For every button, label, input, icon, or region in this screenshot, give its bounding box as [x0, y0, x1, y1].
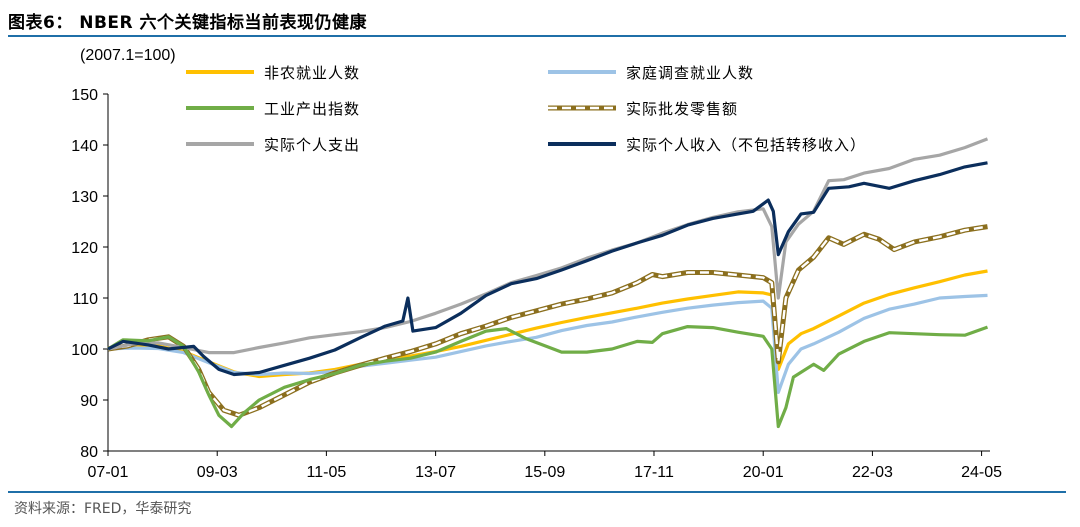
series-line-spending [107, 137, 989, 355]
series-line-nonfarm [107, 269, 988, 379]
y-unit-label: (2007.1=100) [80, 47, 176, 64]
y-tick-label: 120 [71, 240, 98, 257]
y-tick-label: 150 [71, 87, 98, 104]
line-chart: 80 90 100 110 120 130 140 150 07-01 09-03 11-05 13-… [71, 47, 1002, 481]
legend-item-nonfarm: 非农就业人数 [186, 64, 360, 82]
series-line-industrial [107, 325, 989, 429]
legend-item-wholesale: 实际批发零售额 [548, 100, 738, 118]
x-tick-label: 20-01 [743, 464, 784, 481]
x-tick-label: 13-07 [415, 464, 456, 481]
x-tick-label: 22-03 [852, 464, 893, 481]
x-tick-label: 07-01 [88, 464, 129, 481]
axes-layer: 80 90 100 110 120 130 140 150 07-01 09-03 11-05 13-… [71, 87, 1002, 481]
source-note: 资料来源：FRED，华泰研究 [14, 501, 192, 517]
series-layer [107, 137, 989, 429]
series-line-household [107, 293, 988, 394]
legend-item-spending: 实际个人支出 [186, 136, 360, 154]
series-line-wholesale-outline [107, 224, 988, 418]
x-tick-label: 09-03 [197, 464, 238, 481]
x-tick-label: 24-05 [961, 464, 1002, 481]
y-tick-label: 90 [80, 393, 98, 410]
x-tick-label: 11-05 [307, 464, 347, 481]
x-tick-label: 15-09 [524, 464, 565, 481]
series-line-income [107, 161, 988, 377]
legend-item-income: 实际个人收入（不包括转移收入） [548, 136, 866, 154]
legend-label: 工业产出指数 [264, 100, 360, 118]
legend-label: 实际个人支出 [264, 136, 360, 154]
x-tick-label: 17-11 [634, 464, 674, 481]
y-tick-label: 110 [72, 291, 98, 308]
title-rule [8, 35, 1066, 37]
y-tick-label: 100 [71, 342, 98, 359]
y-tick-label: 130 [71, 189, 98, 206]
series-line-wholesale [107, 225, 988, 417]
legend-label: 实际批发零售额 [626, 100, 738, 118]
legend-label: 实际个人收入（不包括转移收入） [626, 136, 866, 154]
page-title: 图表6： NBER 六个关键指标当前表现仍健康 [8, 13, 368, 33]
legend-item-industrial: 工业产出指数 [186, 100, 360, 118]
legend-item-household: 家庭调查就业人数 [548, 64, 754, 82]
y-tick-label: 140 [71, 138, 98, 155]
footer-rule [8, 491, 1066, 493]
y-tick-label: 80 [80, 444, 98, 461]
legend-label: 家庭调查就业人数 [626, 64, 754, 82]
legend-label: 非农就业人数 [264, 64, 360, 82]
